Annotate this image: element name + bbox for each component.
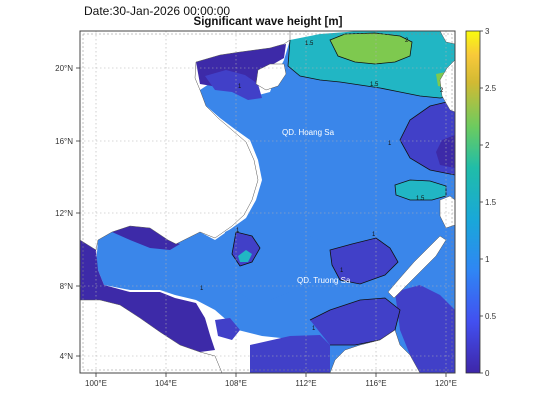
- contour-label: 1: [200, 286, 204, 292]
- colorbar-tick-label: 1.5: [485, 198, 497, 207]
- land-borneo: [329, 329, 421, 373]
- contour-label: 1: [238, 84, 242, 90]
- lat-tick-label: 12°N: [55, 209, 73, 218]
- lat-axis: 20°N 16°N 12°N 8°N 4°N: [55, 64, 80, 361]
- sea-moderate-east: [395, 180, 446, 200]
- lat-tick-label: 20°N: [55, 64, 73, 73]
- land-luzon: [439, 59, 455, 113]
- sea-moderate-northeast: [288, 31, 455, 98]
- date-label: Date:30-Jan-2026 00:00:00: [84, 4, 231, 18]
- place-label-truong-sa: QD. Truong Sa: [297, 276, 351, 285]
- land-hainan: [255, 63, 287, 91]
- grid-lines: [80, 31, 455, 373]
- lat-tick-label: 16°N: [55, 137, 73, 146]
- lon-tick-label: 104°E: [155, 379, 177, 388]
- map-frame: [79, 30, 456, 374]
- contour-label: 2: [440, 88, 444, 94]
- sea-calm-patch-1: [330, 238, 398, 284]
- sea-calm-east-deep: [436, 135, 455, 168]
- colorbar-tick-label: 0: [485, 369, 490, 378]
- contour-label: 1: [236, 228, 240, 234]
- lat-tick-label: 4°N: [60, 352, 74, 361]
- contour-label: 1: [372, 232, 376, 238]
- map-title: Significant wave height [m]: [193, 16, 343, 28]
- sea-calm-tonkin-2: [205, 70, 262, 100]
- sea-calm-gulf: [80, 240, 215, 352]
- contour-label: 1.5: [416, 196, 425, 202]
- sea-high-northeast: [330, 33, 412, 64]
- colorbar-tick-label: 3: [485, 27, 490, 36]
- contour-label: 1: [312, 326, 316, 332]
- contour-labels: 1.5 1.5 2 2 1.5 1 1 1 1 1 1 1: [200, 38, 444, 332]
- sea-moderate-island: [238, 250, 252, 262]
- land-masses: [80, 31, 455, 373]
- colorbar-tick-label: 2: [485, 141, 490, 150]
- contour-label: 1.5: [370, 82, 379, 88]
- colorbar-ticks: 3 2.5 2 1.5 1 0.5 0: [480, 27, 497, 378]
- contour-lines: [231, 32, 455, 346]
- sea-calm-sulu: [395, 285, 455, 373]
- lon-tick-label: 116°E: [365, 379, 386, 388]
- sea-base-region: [96, 31, 455, 373]
- lat-tick-label: 8°N: [60, 282, 74, 291]
- colorbar-tick-label: 0.5: [485, 312, 497, 321]
- sea-calm-south: [310, 298, 400, 345]
- sea-calm-south-coast: [250, 335, 330, 373]
- colorbar: [465, 30, 481, 374]
- lon-tick-label: 112°E: [295, 379, 316, 388]
- lon-tick-label: 120°E: [435, 379, 457, 388]
- contour-label: 1: [340, 268, 344, 274]
- sea-calm-truongsa: [222, 220, 365, 300]
- contour-label: 1: [388, 141, 392, 147]
- sea-calm-gulf-inner: [112, 226, 180, 250]
- land-malay: [80, 299, 223, 373]
- colorbar-tick-label: 2.5: [485, 84, 497, 93]
- lon-axis: 100°E 104°E 108°E 112°E 116°E 120°E: [85, 373, 457, 388]
- lon-tick-label: 108°E: [225, 379, 247, 388]
- map-frame-inner: [82, 33, 453, 371]
- sea-field: [80, 31, 455, 373]
- contour-label: 1.5: [305, 41, 314, 47]
- lon-tick-label: 100°E: [85, 379, 107, 388]
- contour-label: 2: [405, 38, 409, 44]
- land-mainland: [80, 31, 291, 251]
- colorbar-tick-label: 1: [485, 255, 490, 264]
- sea-calm-natuna: [215, 318, 240, 340]
- land-mindoro: [439, 195, 455, 229]
- place-label-hoang-sa: QD. Hoang Sa: [282, 128, 335, 137]
